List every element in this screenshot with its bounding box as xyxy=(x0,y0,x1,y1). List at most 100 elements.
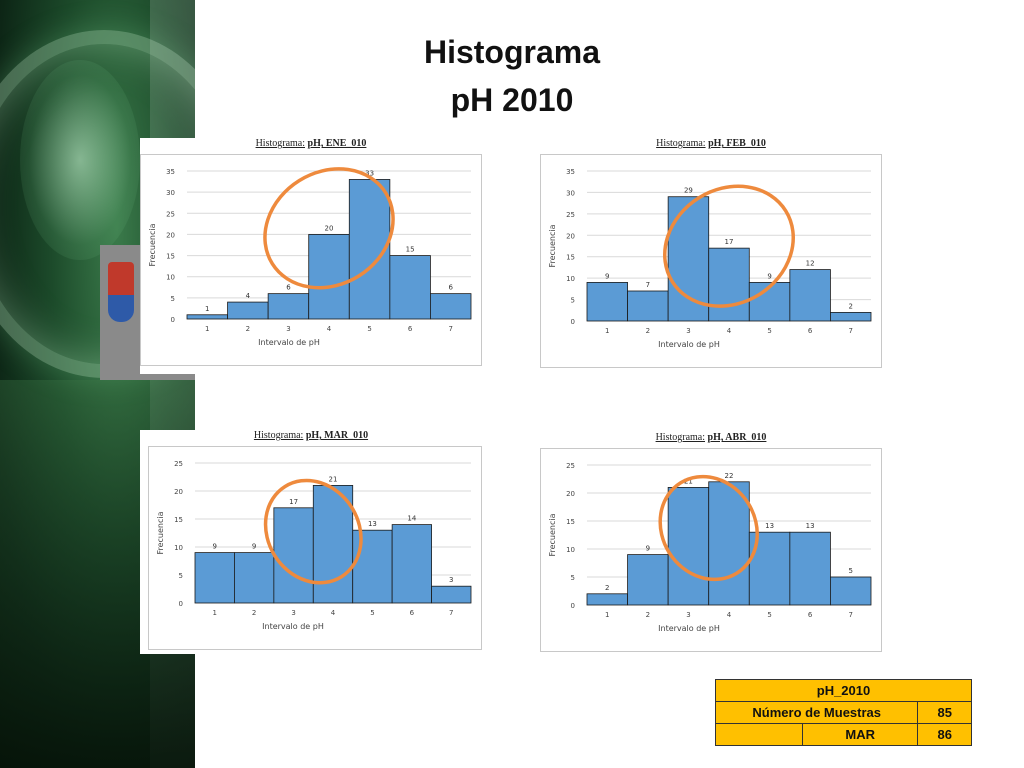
data-label: 13 xyxy=(806,522,815,530)
x-tick-label: 6 xyxy=(408,325,413,333)
x-tick-label: 1 xyxy=(212,609,216,617)
data-label: 17 xyxy=(725,238,734,246)
chart-panel-mar: Histograma: pH, MAR_010 0 5 10 15 20 25 9 1 9 2 17… xyxy=(140,430,482,654)
chart-panel-ene: Histograma: pH, ENE_010 0 5 10 15 20 25 30 35 1 1… xyxy=(140,138,482,374)
chart-heading-main: pH, ABR_010 xyxy=(707,432,767,443)
histogram-mar-010: 0 5 10 15 20 25 9 1 9 2 17 3 21 4 13 5 14 6 3 7 Intervalo de… xyxy=(156,460,472,631)
chart-heading-main: pH, ENE_010 xyxy=(307,138,367,149)
histogram-bar xyxy=(627,290,669,322)
data-label: 13 xyxy=(765,522,774,530)
y-tick-label: 20 xyxy=(166,231,175,239)
data-label: 6 xyxy=(286,284,291,292)
data-label: 21 xyxy=(684,477,693,485)
histogram-bar xyxy=(234,552,275,604)
y-tick-label: 25 xyxy=(566,462,575,470)
y-tick-label: 20 xyxy=(566,232,575,240)
histogram-bar xyxy=(352,529,393,604)
data-label: 12 xyxy=(806,260,815,268)
x-tick-label: 4 xyxy=(327,325,332,333)
table-row: MAR 86 xyxy=(715,723,972,746)
data-label: 33 xyxy=(365,169,374,177)
data-label: 14 xyxy=(407,515,416,523)
slide-title: Histograma xyxy=(423,34,601,70)
data-label: 6 xyxy=(448,284,453,292)
x-tick-label: 1 xyxy=(605,611,609,619)
summary-table: pH_2010 Número de Muestras 85 MAR 86 xyxy=(714,679,972,746)
glow-decoration xyxy=(20,60,140,260)
histogram-feb-010: 0510152025303591722931749512627Intervalo… xyxy=(548,168,872,349)
table-row: pH_2010 xyxy=(715,679,972,702)
x-axis-label: Intervalo de pH xyxy=(258,338,320,347)
y-axis-label: Frecuencia xyxy=(148,223,157,266)
y-axis-label: Frecuencia xyxy=(156,511,165,554)
data-label: 29 xyxy=(684,187,693,195)
chart-panel-abr: Histograma: pH, ABR_010 0 5 10 15 20 25 2 1 9 2 21… xyxy=(540,432,882,656)
x-axis-label: Intervalo de pH xyxy=(658,340,720,349)
histogram-bar xyxy=(186,314,228,320)
y-tick-label: 35 xyxy=(566,168,575,176)
y-tick-label: 15 xyxy=(174,516,183,524)
data-label: 5 xyxy=(848,567,852,575)
data-label: 22 xyxy=(725,472,734,480)
y-tick-label: 30 xyxy=(166,189,175,197)
x-axis-label: Intervalo de pH xyxy=(262,622,324,631)
y-tick-label: 15 xyxy=(566,518,575,526)
x-tick-label: 4 xyxy=(331,609,336,617)
data-label: 9 xyxy=(767,272,771,280)
y-axis-label: Frecuencia xyxy=(548,224,557,267)
histogram-bar xyxy=(667,196,710,322)
y-tick-label: 30 xyxy=(566,189,575,197)
y-tick-label: 0 xyxy=(571,602,575,610)
histogram-bar xyxy=(227,301,269,320)
histogram-bar xyxy=(667,487,710,606)
histogram-bar xyxy=(789,269,831,322)
y-tick-label: 20 xyxy=(566,490,575,498)
data-label: 13 xyxy=(368,520,377,528)
y-tick-label: 0 xyxy=(171,316,175,324)
crest-logo xyxy=(108,262,134,322)
histogram-bar xyxy=(708,481,750,606)
x-tick-label: 2 xyxy=(646,327,650,335)
y-tick-label: 5 xyxy=(571,574,575,582)
data-label: 21 xyxy=(329,475,338,483)
table-cell-label xyxy=(715,723,803,746)
histogram-bar xyxy=(789,531,831,606)
y-tick-label: 20 xyxy=(174,488,183,496)
data-label: 20 xyxy=(325,224,334,232)
x-tick-label: 6 xyxy=(808,327,813,335)
x-tick-label: 6 xyxy=(808,611,813,619)
data-label: 15 xyxy=(406,246,415,254)
histogram-bar xyxy=(431,585,472,604)
y-tick-label: 25 xyxy=(174,460,183,468)
x-tick-label: 1 xyxy=(205,325,209,333)
data-label: 3 xyxy=(449,576,453,584)
chart-frame: 0 5 10 15 20 25 2 1 9 2 21 3 22 4 13 5 13 6 5 7 Intervalo de… xyxy=(540,448,882,652)
x-tick-label: 3 xyxy=(686,327,690,335)
table-cell-label: Número de Muestras xyxy=(714,701,919,724)
y-tick-label: 15 xyxy=(166,253,175,261)
chart-frame: 0 5 10 15 20 25 9 1 9 2 17 3 21 4 13 5 14 6 3 7 Intervalo de… xyxy=(148,446,482,650)
histogram-bar xyxy=(273,507,314,604)
chart-heading: Histograma: pH, MAR_010 xyxy=(140,430,482,441)
histogram-bar xyxy=(708,247,750,322)
highlight-ellipse xyxy=(658,474,759,582)
chart-frame: 0 5 10 15 20 25 30 35 1 1 4 2 6 3 20 4 33 5 15 6 6 7 Intervalo… xyxy=(140,154,482,366)
x-tick-label: 7 xyxy=(848,327,852,335)
highlight-ellipse xyxy=(263,478,363,585)
table-cell-value: 86 xyxy=(917,723,972,746)
chart-heading: Histograma: pH, ABR_010 xyxy=(540,432,882,443)
decorative-side-panel xyxy=(0,0,195,768)
x-tick-label: 7 xyxy=(448,325,452,333)
y-tick-label: 5 xyxy=(171,295,175,303)
y-tick-label: 5 xyxy=(179,572,183,580)
x-tick-label: 3 xyxy=(286,325,290,333)
chart-heading-prefix: Histograma: xyxy=(655,432,706,443)
data-label: 1 xyxy=(205,305,209,313)
x-axis-label: Intervalo de pH xyxy=(658,624,720,633)
y-tick-label: 10 xyxy=(174,544,183,552)
histogram-bar xyxy=(391,524,432,604)
x-tick-label: 2 xyxy=(252,609,256,617)
x-tick-label: 6 xyxy=(410,609,415,617)
table-cell-sublabel: MAR xyxy=(801,723,919,746)
y-tick-label: 10 xyxy=(566,546,575,554)
